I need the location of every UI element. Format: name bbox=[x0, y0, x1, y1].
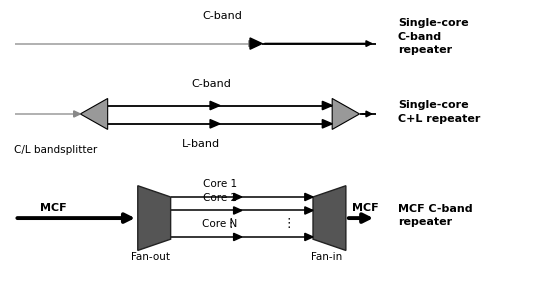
Text: Fan-out: Fan-out bbox=[131, 252, 170, 262]
Text: Core 1: Core 1 bbox=[203, 179, 237, 189]
Polygon shape bbox=[332, 98, 360, 129]
Polygon shape bbox=[234, 193, 242, 201]
Text: Core 2: Core 2 bbox=[203, 193, 237, 203]
Text: C-band: C-band bbox=[203, 11, 243, 21]
Text: MCF: MCF bbox=[39, 203, 66, 213]
Polygon shape bbox=[80, 98, 107, 129]
Polygon shape bbox=[305, 207, 313, 214]
Text: Single-core
C-band
repeater: Single-core C-band repeater bbox=[398, 18, 469, 55]
Text: MCF C-band
repeater: MCF C-band repeater bbox=[398, 204, 473, 227]
Polygon shape bbox=[322, 120, 332, 128]
Text: ⋮: ⋮ bbox=[282, 217, 295, 230]
Text: ⋮: ⋮ bbox=[224, 217, 237, 230]
Polygon shape bbox=[305, 193, 313, 201]
Polygon shape bbox=[138, 186, 171, 251]
Text: C-band: C-band bbox=[192, 79, 232, 89]
Polygon shape bbox=[234, 233, 242, 241]
Polygon shape bbox=[249, 40, 255, 47]
Text: Single-core
C+L repeater: Single-core C+L repeater bbox=[398, 100, 480, 124]
Polygon shape bbox=[313, 186, 346, 251]
Polygon shape bbox=[210, 101, 220, 110]
Polygon shape bbox=[234, 207, 242, 214]
Text: Core N: Core N bbox=[202, 219, 238, 229]
Polygon shape bbox=[210, 120, 220, 128]
Text: L-band: L-band bbox=[182, 139, 220, 149]
Text: Fan-in: Fan-in bbox=[311, 252, 342, 262]
Polygon shape bbox=[74, 111, 80, 117]
Polygon shape bbox=[305, 233, 313, 241]
Polygon shape bbox=[322, 101, 332, 110]
Text: MCF: MCF bbox=[352, 203, 378, 213]
Text: C/L bandsplitter: C/L bandsplitter bbox=[14, 145, 98, 155]
Polygon shape bbox=[250, 38, 262, 49]
